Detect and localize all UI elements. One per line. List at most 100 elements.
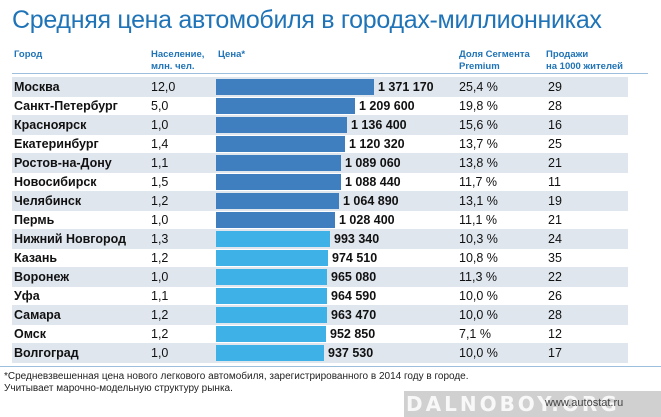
sales-per-1000: 19 — [548, 194, 562, 208]
price-label: 952 850 — [330, 327, 376, 341]
premium-share: 10,0 % — [459, 346, 498, 360]
population-value: 1,0 — [151, 213, 169, 227]
sales-per-1000: 28 — [548, 308, 562, 322]
population-value: 1,0 — [151, 270, 169, 284]
price-bar — [216, 136, 345, 152]
watermark-logo: DALNOBOY.ORG — [406, 392, 620, 416]
price-label: 1 064 890 — [343, 194, 399, 208]
population-value: 1,2 — [151, 308, 169, 322]
price-bar — [216, 231, 330, 247]
sales-per-1000: 29 — [548, 80, 562, 94]
city-name: Москва — [14, 80, 60, 94]
price-bar — [216, 79, 374, 95]
sales-per-1000: 24 — [548, 232, 562, 246]
table-row: Новосибирск 1,5 1 088 440 11,7 % 11 — [12, 172, 628, 192]
premium-share: 11,3 % — [459, 270, 497, 284]
price-label: 993 340 — [334, 232, 380, 246]
city-name: Нижний Новгород — [14, 232, 127, 246]
header-divider — [12, 73, 648, 74]
sales-per-1000: 25 — [548, 137, 562, 151]
population-value: 1,4 — [151, 137, 169, 151]
chart-title: Средняя цена автомобиля в городах-миллио… — [12, 6, 602, 34]
price-bar — [216, 250, 328, 266]
footnote: *Средневзвешенная цена нового легкового … — [4, 371, 469, 394]
city-name: Самара — [14, 308, 61, 322]
premium-share: 19,8 % — [459, 99, 498, 113]
table-row: Нижний Новгород 1,3 993 340 10,3 % 24 — [12, 229, 628, 249]
price-bar — [216, 193, 339, 209]
table-row: Волгоград 1,0 937 530 10,0 % 17 — [12, 343, 628, 363]
price-label: 1 136 400 — [351, 118, 407, 132]
sales-per-1000: 17 — [548, 346, 562, 360]
table-row: Челябинск 1,2 1 064 890 13,1 % 19 — [12, 191, 628, 211]
table-row: Екатеринбург 1,4 1 120 320 13,7 % 25 — [12, 134, 628, 154]
sales-per-1000: 28 — [548, 99, 562, 113]
price-label: 1 371 170 — [378, 80, 434, 94]
premium-share: 7,1 % — [459, 327, 491, 341]
table-row: Красноярск 1,0 1 136 400 15,6 % 16 — [12, 115, 628, 135]
city-name: Пермь — [14, 213, 55, 227]
watermark-band — [404, 391, 661, 417]
table-row: Санкт-Петербург 5,0 1 209 600 19,8 % 28 — [12, 96, 628, 116]
sales-per-1000: 12 — [548, 327, 562, 341]
price-label: 974 510 — [332, 251, 378, 265]
table-row: Пермь 1,0 1 028 400 11,1 % 21 — [12, 210, 628, 230]
population-value: 1,0 — [151, 346, 169, 360]
table-row: Москва 12,0 1 371 170 25,4 % 29 — [12, 77, 628, 97]
population-value: 1,1 — [151, 156, 169, 170]
price-label: 965 080 — [331, 270, 377, 284]
population-value: 1,2 — [151, 251, 169, 265]
price-bar — [216, 326, 326, 342]
city-name: Волгоград — [14, 346, 79, 360]
price-label: 1 089 060 — [345, 156, 401, 170]
sales-per-1000: 22 — [548, 270, 562, 284]
sales-per-1000: 11 — [548, 175, 561, 189]
price-bar — [216, 174, 341, 190]
table-row: Воронеж 1,0 965 080 11,3 % 22 — [12, 267, 628, 287]
population-value: 5,0 — [151, 99, 169, 113]
city-name: Челябинск — [14, 194, 82, 208]
header-price: Цена* — [218, 49, 246, 60]
population-value: 1,0 — [151, 118, 169, 132]
header-city: Город — [14, 49, 43, 60]
table-row: Уфа 1,1 964 590 10,0 % 26 — [12, 286, 628, 306]
price-label: 1 088 440 — [345, 175, 401, 189]
city-name: Ростов-на-Дону — [14, 156, 112, 170]
price-label: 1 028 400 — [339, 213, 395, 227]
city-name: Екатеринбург — [14, 137, 99, 151]
price-bar — [216, 117, 347, 133]
price-label: 964 590 — [331, 289, 377, 303]
watermark-site: www.autostat.ru — [545, 397, 624, 409]
footer-divider — [0, 366, 661, 367]
premium-share: 13,8 % — [459, 156, 498, 170]
price-label: 1 209 600 — [359, 99, 415, 113]
price-bar — [216, 269, 327, 285]
premium-share: 10,3 % — [459, 232, 498, 246]
header-population: Население, млн. чел. — [151, 49, 205, 72]
population-value: 1,2 — [151, 194, 169, 208]
premium-share: 11,7 % — [459, 175, 497, 189]
price-label: 963 470 — [331, 308, 377, 322]
price-bar — [216, 307, 327, 323]
population-value: 1,1 — [151, 289, 169, 303]
price-label: 1 120 320 — [349, 137, 405, 151]
table-row: Казань 1,2 974 510 10,8 % 35 — [12, 248, 628, 268]
premium-share: 10,8 % — [459, 251, 498, 265]
population-value: 1,2 — [151, 327, 169, 341]
price-label: 937 530 — [328, 346, 374, 360]
city-name: Воронеж — [14, 270, 70, 284]
premium-share: 10,0 % — [459, 289, 498, 303]
sales-per-1000: 35 — [548, 251, 562, 265]
header-sales: Продажи на 1000 жителей — [546, 49, 623, 72]
sales-per-1000: 21 — [548, 156, 562, 170]
premium-share: 11,1 % — [459, 213, 497, 227]
city-name: Казань — [14, 251, 58, 265]
premium-share: 13,7 % — [459, 137, 498, 151]
premium-share: 15,6 % — [459, 118, 498, 132]
header-premium: Доля Сегмента Premium — [459, 49, 530, 72]
city-name: Омск — [14, 327, 47, 341]
price-bar — [216, 98, 355, 114]
city-name: Санкт-Петербург — [14, 99, 118, 113]
sales-per-1000: 21 — [548, 213, 562, 227]
sales-per-1000: 26 — [548, 289, 562, 303]
